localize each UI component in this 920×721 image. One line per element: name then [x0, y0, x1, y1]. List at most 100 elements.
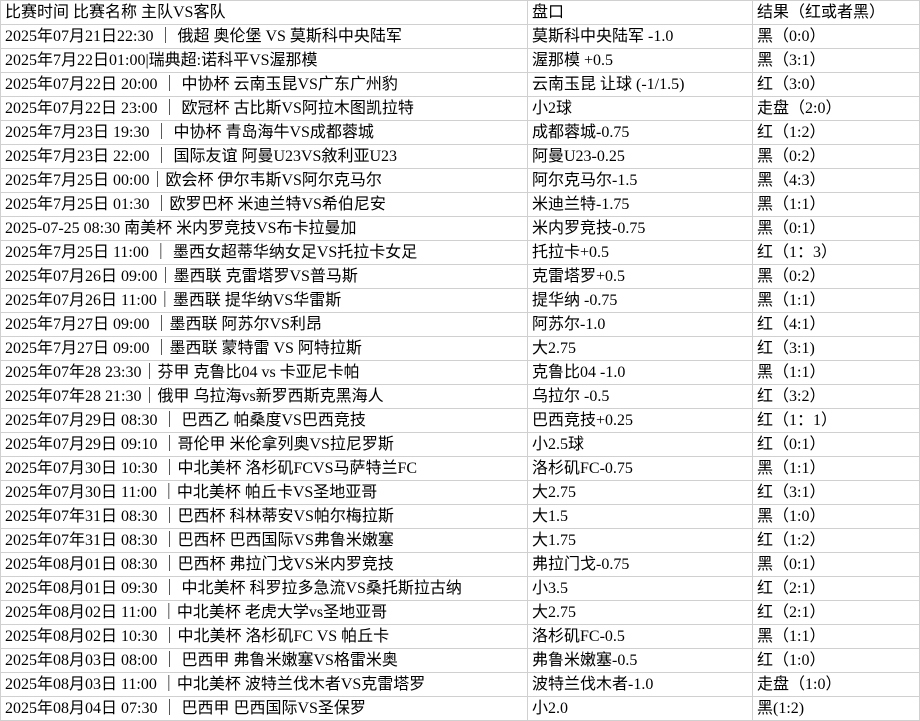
match-cell[interactable]: 2025年7月25日 01:30 ｜欧罗巴杯 米迪兰特VS希伯尼安	[1, 193, 528, 217]
handicap-cell[interactable]: 克雷塔罗+0.5	[528, 265, 753, 289]
result-cell[interactable]: 黑（0:2）	[753, 145, 920, 169]
handicap-cell[interactable]: 阿苏尔-1.0	[528, 313, 753, 337]
result-cell[interactable]: 黑(1:2)	[753, 697, 920, 721]
table-row: 2025年7月22日01:00|瑞典超:诺科平VS渥那模 渥那模 +0.5 黑（3:…	[1, 49, 920, 73]
match-cell[interactable]: 2025年07月29日 08:30 ｜ 巴西乙 帕桑度VS巴西竞技	[1, 409, 528, 433]
result-cell[interactable]: 黑（1:1）	[753, 193, 920, 217]
match-cell[interactable]: 2025年08月01日 08:30 ｜巴西杯 弗拉门戈VS米内罗竞技	[1, 553, 528, 577]
match-cell[interactable]: 2025年07月21日22:30 ｜ 俄超 奥伦堡 VS 莫斯科中央陆军	[1, 25, 528, 49]
result-cell[interactable]: 黑（1:0）	[753, 505, 920, 529]
result-cell[interactable]: 红（4:1）	[753, 313, 920, 337]
result-cell[interactable]: 黑（1:1）	[753, 457, 920, 481]
handicap-cell[interactable]: 洛杉矶FC-0.75	[528, 457, 753, 481]
result-cell[interactable]: 走盘（1:0）	[753, 673, 920, 697]
result-cell[interactable]: 红（1:2）	[753, 529, 920, 553]
handicap-cell[interactable]: 米迪兰特-1.75	[528, 193, 753, 217]
handicap-cell[interactable]: 阿尔克马尔-1.5	[528, 169, 753, 193]
result-cell[interactable]: 红（3:2）	[753, 385, 920, 409]
match-cell[interactable]: 2025-07-25 08:30 南美杯 米内罗竞技VS布卡拉曼加	[1, 217, 528, 241]
match-cell[interactable]: 2025年7月22日01:00|瑞典超:诺科平VS渥那模	[1, 49, 528, 73]
handicap-cell[interactable]: 巴西竞技+0.25	[528, 409, 753, 433]
match-cell[interactable]: 2025年08月01日 09:30 ｜ 中北美杯 科罗拉多急流VS桑托斯拉古纳	[1, 577, 528, 601]
match-cell[interactable]: 2025年07年28 21:30｜俄甲 乌拉海vs新罗西斯克黑海人	[1, 385, 528, 409]
handicap-cell[interactable]: 大1.5	[528, 505, 753, 529]
handicap-cell[interactable]: 提华纳 -0.75	[528, 289, 753, 313]
handicap-cell[interactable]: 大1.75	[528, 529, 753, 553]
result-cell[interactable]: 黑（0:2）	[753, 265, 920, 289]
result-cell[interactable]: 黑（1:1）	[753, 625, 920, 649]
handicap-cell[interactable]: 小3.5	[528, 577, 753, 601]
result-cell[interactable]: 黑（4:3）	[753, 169, 920, 193]
handicap-cell[interactable]: 小2.5球	[528, 433, 753, 457]
match-cell[interactable]: 2025年07月30日 11:00 ｜中北美杯 帕丘卡VS圣地亚哥	[1, 481, 528, 505]
result-cell[interactable]: 黑（0:1）	[753, 553, 920, 577]
match-cell[interactable]: 2025年08月02日 11:00 ｜中北美杯 老虎大学vs圣地亚哥	[1, 601, 528, 625]
match-cell[interactable]: 2025年7月27日 09:00 ｜墨西联 阿苏尔VS利昂	[1, 313, 528, 337]
result-cell[interactable]: 红（1：3）	[753, 241, 920, 265]
result-cell[interactable]: 红（2:1）	[753, 577, 920, 601]
match-cell[interactable]: 2025年08月03日 08:00 ｜ 巴西甲 弗鲁米嫩塞VS格雷米奥	[1, 649, 528, 673]
match-cell[interactable]: 2025年07月26日 09:00｜墨西联 克雷塔罗VS普马斯	[1, 265, 528, 289]
match-cell[interactable]: 2025年7月27日 09:00 ｜墨西联 蒙特雷 VS 阿特拉斯	[1, 337, 528, 361]
match-cell[interactable]: 2025年07月29日 09:10 ｜哥伦甲 米伦拿列奥VS拉尼罗斯	[1, 433, 528, 457]
result-cell[interactable]: 红（1:0）	[753, 649, 920, 673]
match-cell[interactable]: 2025年7月25日 11:00 ｜ 墨西女超蒂华纳女足VS托拉卡女足	[1, 241, 528, 265]
match-cell[interactable]: 2025年07月22日 23:00 ｜ 欧冠杯 古比斯VS阿拉木图凯拉特	[1, 97, 528, 121]
handicap-cell[interactable]: 大2.75	[528, 481, 753, 505]
table-row: 2025年07年28 21:30｜俄甲 乌拉海vs新罗西斯克黑海人 乌拉尔 -0.…	[1, 385, 920, 409]
match-cell[interactable]: 2025年07年28 23:30｜芬甲 克鲁比04 vs 卡亚尼卡帕	[1, 361, 528, 385]
handicap-cell[interactable]: 弗拉门戈-0.75	[528, 553, 753, 577]
result-cell[interactable]: 黑（3:1）	[753, 49, 920, 73]
table-row: 2025年07月22日 23:00 ｜ 欧冠杯 古比斯VS阿拉木图凯拉特 小2球走…	[1, 97, 920, 121]
handicap-cell[interactable]: 波特兰伐木者-1.0	[528, 673, 753, 697]
handicap-cell[interactable]: 小2.0	[528, 697, 753, 721]
handicap-cell[interactable]: 小2球	[528, 97, 753, 121]
match-cell[interactable]: 2025年07月22日 20:00 ｜ 中协杯 云南玉昆VS广东广州豹	[1, 73, 528, 97]
match-cell[interactable]: 2025年07年31日 08:30 ｜巴西杯 科林蒂安VS帕尔梅拉斯	[1, 505, 528, 529]
result-cell[interactable]: 红（3:1)	[753, 337, 920, 361]
match-cell[interactable]: 2025年07月30日 10:30 ｜中北美杯 洛杉矶FCVS马萨特兰FC	[1, 457, 528, 481]
result-cell[interactable]: 红（0:1）	[753, 433, 920, 457]
handicap-cell[interactable]: 弗鲁米嫩塞-0.5	[528, 649, 753, 673]
handicap-cell[interactable]: 克鲁比04 -1.0	[528, 361, 753, 385]
match-cell[interactable]: 2025年7月23日 22:00 ｜ 国际友谊 阿曼U23VS敘利亚U23	[1, 145, 528, 169]
handicap-cell[interactable]: 大2.75	[528, 337, 753, 361]
result-cell[interactable]: 红（3:1）	[753, 481, 920, 505]
table-row: 2025年07月29日 09:10 ｜哥伦甲 米伦拿列奥VS拉尼罗斯 小2.5球红…	[1, 433, 920, 457]
result-cell[interactable]: 红（1：1）	[753, 409, 920, 433]
result-cell[interactable]: 黑（1:1）	[753, 361, 920, 385]
match-cell[interactable]: 2025年08月02日 10:30 ｜中北美杯 洛杉矶FC VS 帕丘卡	[1, 625, 528, 649]
result-cell[interactable]: 红（1:2）	[753, 121, 920, 145]
handicap-cell[interactable]: 乌拉尔 -0.5	[528, 385, 753, 409]
handicap-cell[interactable]: 洛杉矶FC-0.5	[528, 625, 753, 649]
match-cell[interactable]: 2025年07月26日 11:00｜墨西联 提华纳VS华雷斯	[1, 289, 528, 313]
table-body: 2025年07月21日22:30 ｜ 俄超 奥伦堡 VS 莫斯科中央陆军 莫斯科中…	[1, 25, 920, 721]
result-cell[interactable]: 红（2:1）	[753, 601, 920, 625]
handicap-cell[interactable]: 云南玉昆 让球 (-1/1.5)	[528, 73, 753, 97]
result-cell[interactable]: 红（3:0）	[753, 73, 920, 97]
handicap-cell[interactable]: 成都蓉城-0.75	[528, 121, 753, 145]
handicap-cell[interactable]: 托拉卡+0.5	[528, 241, 753, 265]
result-cell[interactable]: 走盘（2:0）	[753, 97, 920, 121]
table-row: 2025-07-25 08:30 南美杯 米内罗竞技VS布卡拉曼加 米内罗竞技-0…	[1, 217, 920, 241]
handicap-cell[interactable]: 阿曼U23-0.25	[528, 145, 753, 169]
match-cell[interactable]: 2025年7月23日 19:30 ｜ 中协杯 青岛海牛VS成都蓉城	[1, 121, 528, 145]
match-cell[interactable]: 2025年08月03日 11:00 ｜中北美杯 波特兰伐木者VS克雷塔罗	[1, 673, 528, 697]
header-handicap-column[interactable]: 盘口	[528, 1, 753, 25]
match-cell[interactable]: 2025年07年31日 08:30 ｜巴西杯 巴西国际VS弗鲁米嫩塞	[1, 529, 528, 553]
result-cell[interactable]: 黑（0:1）	[753, 217, 920, 241]
handicap-cell[interactable]: 莫斯科中央陆军 -1.0	[528, 25, 753, 49]
handicap-cell[interactable]: 大2.75	[528, 601, 753, 625]
match-cell[interactable]: 2025年08月04日 07:30 ｜ 巴西甲 巴西国际VS圣保罗	[1, 697, 528, 721]
header-match-column[interactable]: 比赛时间 比赛名称 主队VS客队	[1, 1, 528, 25]
match-cell[interactable]: 2025年7月25日 00:00｜欧会杯 伊尔韦斯VS阿尔克马尔	[1, 169, 528, 193]
handicap-cell[interactable]: 渥那模 +0.5	[528, 49, 753, 73]
table-row: 2025年07月26日 11:00｜墨西联 提华纳VS华雷斯 提华纳 -0.75 黑…	[1, 289, 920, 313]
header-result-column[interactable]: 结果（红或者黑）	[753, 1, 920, 25]
result-cell[interactable]: 黑（1:1）	[753, 289, 920, 313]
table-row: 2025年7月23日 22:00 ｜ 国际友谊 阿曼U23VS敘利亚U23 阿曼U…	[1, 145, 920, 169]
result-cell[interactable]: 黑（0:0）	[753, 25, 920, 49]
handicap-cell[interactable]: 米内罗竞技-0.75	[528, 217, 753, 241]
table-row: 2025年7月27日 09:00 ｜墨西联 蒙特雷 VS 阿特拉斯 大2.75 红（…	[1, 337, 920, 361]
